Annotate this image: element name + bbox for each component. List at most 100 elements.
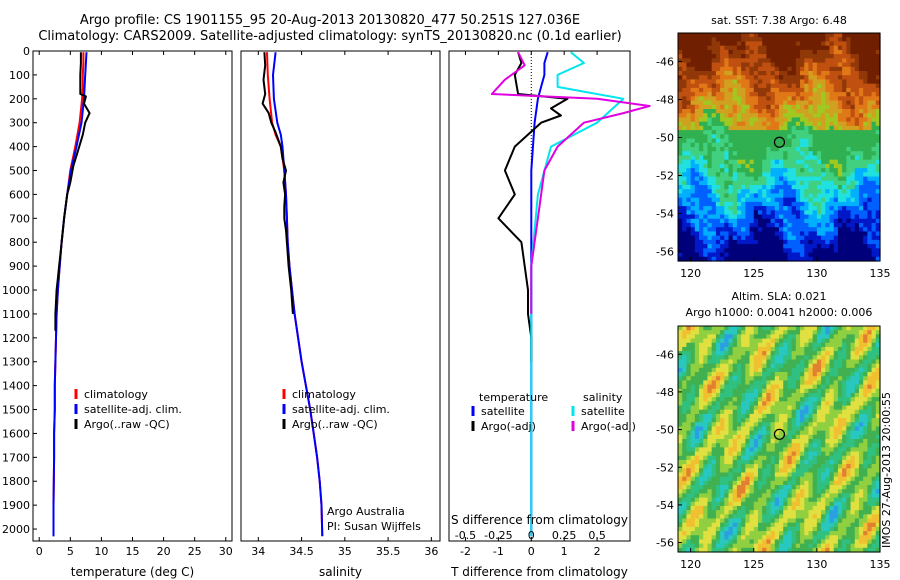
- heatmap-cell: [816, 493, 822, 499]
- heatmap-cell: [707, 380, 713, 386]
- heatmap-cell: [808, 401, 814, 407]
- heatmap-cell: [833, 210, 839, 216]
- heatmap-cell: [829, 92, 835, 97]
- heatmap-cell: [795, 388, 801, 394]
- heatmap-cell: [690, 413, 696, 419]
- heatmap-cell: [837, 163, 843, 169]
- heatmap-cell: [741, 244, 746, 249]
- heatmap-cell: [816, 206, 822, 211]
- heatmap-cell: [808, 372, 814, 377]
- heatmap-cell: [850, 180, 856, 186]
- heatmap-cell: [766, 75, 772, 81]
- heatmap-cell: [812, 485, 818, 490]
- heatmap-cell: [724, 434, 730, 440]
- heatmap-cell: [867, 142, 873, 148]
- heatmap-cell: [875, 330, 881, 335]
- heatmap-cell: [854, 392, 860, 398]
- heatmap-cell: [724, 71, 730, 76]
- heatmap-cell: [732, 176, 738, 182]
- heatmap-cell: [766, 83, 772, 89]
- heatmap-cell: [707, 138, 713, 144]
- heatmap-cell: [783, 49, 789, 55]
- heatmap-cell: [858, 430, 864, 436]
- heatmap-cell: [783, 252, 789, 258]
- heatmap-cell: [678, 422, 683, 428]
- heatmap-cell: [736, 231, 742, 237]
- heatmap-cell: [699, 231, 704, 237]
- heatmap-cell: [766, 138, 772, 144]
- heatmap-cell: [816, 100, 822, 106]
- heatmap-cell: [850, 54, 856, 59]
- heatmap-cell: [694, 58, 700, 64]
- heatmap-cell: [783, 87, 789, 93]
- heatmap-cell: [732, 206, 738, 211]
- heatmap-cell: [745, 384, 751, 390]
- heatmap-cell: [783, 142, 789, 148]
- heatmap-cell: [846, 397, 852, 402]
- heatmap-cell: [724, 180, 730, 186]
- heatmap-cell: [711, 334, 717, 340]
- heatmap-cell: [753, 168, 759, 173]
- heatmap-cell: [858, 231, 864, 237]
- heatmap-cell: [694, 489, 700, 495]
- heatmap-cell: [757, 342, 763, 348]
- heatmap-cell: [854, 472, 860, 478]
- heatmap-cell: [800, 121, 805, 127]
- heatmap-cell: [871, 439, 877, 444]
- heatmap-cell: [682, 134, 688, 140]
- heatmap-cell: [783, 104, 789, 110]
- heatmap-cell: [821, 244, 826, 249]
- heatmap-cell: [762, 430, 767, 436]
- heatmap-cell: [703, 372, 709, 377]
- heatmap-cell: [812, 338, 818, 344]
- heatmap-cell: [837, 185, 843, 190]
- heatmap-cell: [741, 355, 746, 361]
- heatmap-cell: [787, 472, 793, 478]
- heatmap-cell: [762, 49, 767, 55]
- heatmap-cell: [682, 117, 688, 123]
- heatmap-cell: [732, 493, 738, 499]
- heatmap-cell: [821, 214, 826, 220]
- heatmap-cell: [833, 235, 839, 241]
- heatmap-cell: [842, 413, 847, 419]
- heatmap-cell: [795, 256, 801, 262]
- heatmap-cell: [863, 359, 868, 365]
- heatmap-cell: [762, 163, 767, 169]
- heatmap-cell: [795, 476, 801, 482]
- heatmap-cell: [715, 493, 721, 499]
- heatmap-cell: [791, 459, 797, 465]
- heatmap-cell: [774, 138, 780, 144]
- heatmap-cell: [711, 480, 717, 486]
- heatmap-cell: [753, 248, 759, 254]
- heatmap-cell: [787, 388, 793, 394]
- heatmap-cell: [732, 376, 738, 382]
- heatmap-cell: [741, 180, 746, 186]
- heatmap-cell: [724, 172, 730, 178]
- heatmap-cell: [871, 455, 877, 461]
- heatmap-cell: [753, 464, 759, 469]
- heatmap-cell: [795, 79, 801, 85]
- heatmap-cell: [871, 510, 877, 515]
- heatmap-cell: [791, 66, 797, 72]
- heatmap-cell: [875, 189, 881, 195]
- heatmap-cell: [770, 422, 776, 428]
- heatmap-cell: [795, 231, 801, 237]
- heatmap-cell: [724, 392, 730, 398]
- heatmap-cell: [812, 210, 818, 216]
- heatmap-cell: [678, 172, 683, 178]
- heatmap-cell: [787, 497, 793, 503]
- heatmap-cell: [678, 189, 683, 195]
- heatmap-cell: [699, 244, 704, 249]
- heatmap-cell: [783, 351, 789, 356]
- heatmap-cell: [762, 87, 767, 93]
- heatmap-cell: [854, 210, 860, 216]
- heatmap-cell: [732, 330, 738, 335]
- heatmap-cell: [736, 376, 742, 382]
- heatmap-cell: [707, 66, 713, 72]
- heatmap-cell: [867, 384, 873, 390]
- heatmap-cell: [854, 197, 860, 203]
- heatmap-cell: [808, 168, 814, 173]
- heatmap-cell: [800, 489, 805, 495]
- heatmap-cell: [728, 33, 734, 38]
- heatmap-cell: [808, 355, 814, 361]
